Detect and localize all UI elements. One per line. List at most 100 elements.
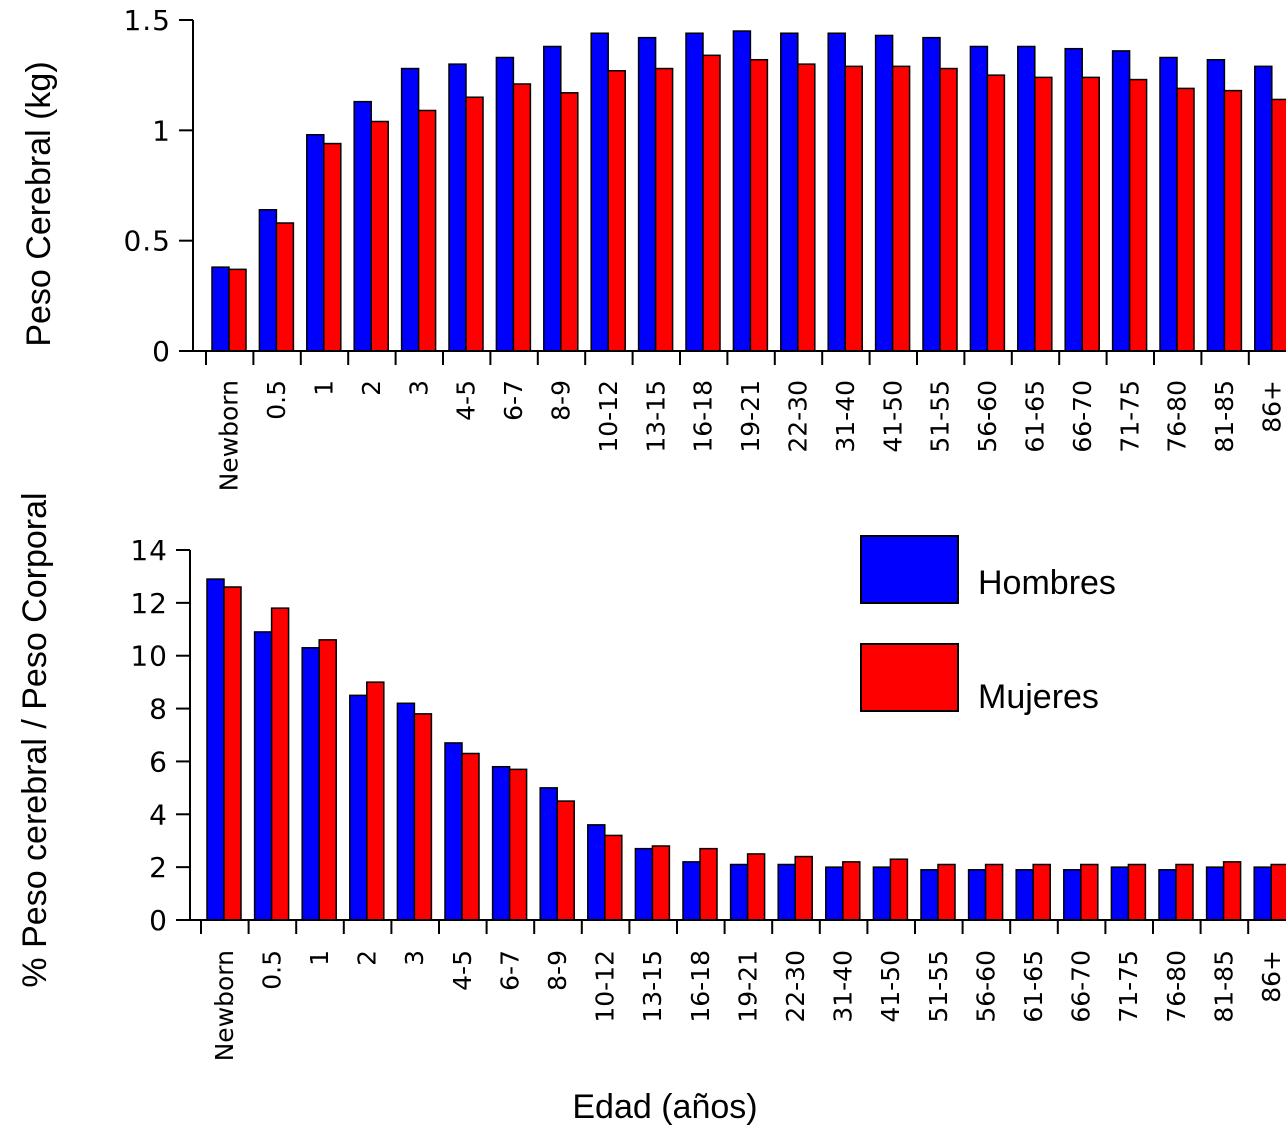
- top-x-tick-label: 86+: [1258, 380, 1286, 433]
- top-bar-mujeres: [1128, 78, 1148, 352]
- top-bar-hombres: [732, 30, 752, 352]
- bottom-bar-hombres: [587, 824, 606, 921]
- top-bar-mujeres: [844, 65, 863, 352]
- top-x-tick-label: 19-21: [736, 380, 765, 453]
- bottom-bar-mujeres: [794, 855, 813, 921]
- bottom-x-tick-label: 86+: [1257, 950, 1286, 1003]
- top-bar-hombres: [969, 45, 989, 352]
- bottom-bar-mujeres: [556, 800, 575, 921]
- bottom-bar-hombres: [825, 866, 844, 921]
- bottom-x-tick-label: 61-65: [1019, 950, 1048, 1023]
- bottom-bar-mujeres: [699, 847, 718, 921]
- top-bar-hombres: [211, 266, 230, 352]
- top-bar-hombres: [353, 100, 372, 352]
- top-y-axis-label: Peso Cerebral (kg): [20, 61, 58, 346]
- top-y-tick-label: 1.5: [123, 4, 171, 37]
- top-bar-hombres: [400, 67, 420, 352]
- bottom-bar-mujeres: [1175, 863, 1194, 921]
- bottom-bar-mujeres: [1222, 861, 1242, 921]
- bottom-bar-mujeres: [604, 834, 623, 921]
- bottom-bar-mujeres: [651, 845, 671, 921]
- top-bar-hombres: [1064, 47, 1083, 352]
- bottom-bar-hombres: [1205, 866, 1225, 921]
- top-bar-mujeres: [607, 70, 626, 352]
- top-x-axis: Newborn 0.5 1 2 3 4-5 6-7 8-9 10-12 13-15 16-18 19-…: [179, 350, 1286, 491]
- top-y-ticks: 0 0.5 1 1.5: [123, 4, 194, 368]
- bottom-y-axis-label: % Peso cerebral / Peso Corporal: [16, 492, 54, 987]
- bottom-bar-mujeres: [889, 858, 909, 921]
- bottom-bar-hombres: [634, 847, 654, 921]
- legend-swatch-hombres: [860, 535, 959, 604]
- bottom-y-tick-label: 10: [130, 640, 168, 673]
- bottom-x-tick-label: 0.5: [257, 950, 286, 990]
- top-bar-hombres: [780, 32, 799, 352]
- bottom-bar-mujeres: [937, 863, 956, 921]
- top-x-tick-label: 3: [404, 380, 433, 396]
- brain-weight-chart: Peso Cerebral (kg) 0 0.5 1 1.5 Newborn 0.5 1 2…: [20, 4, 1286, 491]
- bottom-y-tick-label: 4: [149, 798, 168, 831]
- bottom-bar-mujeres: [508, 768, 528, 921]
- top-bar-mujeres: [891, 65, 911, 352]
- bottom-x-tick-label: 16-18: [686, 950, 715, 1023]
- top-bar-hombres: [827, 32, 846, 352]
- bottom-x-tick-label: 56-60: [971, 950, 1000, 1023]
- bottom-bar-mujeres: [1127, 863, 1147, 921]
- top-x-tick-label: 1: [310, 380, 339, 396]
- bottom-bar-mujeres: [1080, 863, 1099, 921]
- brain-body-ratio-chart: % Peso cerebral / Peso Corporal 0 2 4 6 8 10 1…: [16, 492, 1286, 1126]
- top-y-tick-label: 1: [152, 114, 171, 147]
- top-bar-hombres: [448, 63, 467, 352]
- top-bar-hombres: [1111, 50, 1131, 352]
- top-x-tick-label: Newborn: [215, 380, 244, 491]
- bottom-bar-hombres: [777, 863, 796, 921]
- top-bar-mujeres: [560, 92, 579, 352]
- top-bar-hombres: [590, 32, 609, 352]
- top-bar-hombres: [1017, 45, 1036, 352]
- top-bar-mujeres: [939, 67, 958, 352]
- bottom-y-tick-label: 0: [149, 904, 168, 937]
- bottom-x-tick-label: 3: [400, 950, 429, 966]
- top-x-tick-label: 4-5: [452, 380, 481, 421]
- bottom-bar-hombres: [1110, 866, 1130, 921]
- bottom-x-tick-label: 6-7: [495, 950, 524, 991]
- bottom-y-tick-label: 8: [149, 693, 168, 726]
- top-bar-mujeres: [1081, 76, 1100, 352]
- top-bar-hombres: [258, 209, 278, 352]
- bottom-x-tick-label: 4-5: [448, 950, 477, 991]
- legend: Hombres Mujeres: [860, 535, 1116, 716]
- bottom-bar-mujeres: [1270, 863, 1286, 921]
- bottom-bar-mujeres: [984, 863, 1004, 921]
- bottom-bar-hombres: [682, 861, 701, 921]
- legend-label-mujeres: Mujeres: [978, 678, 1099, 716]
- bottom-bar-hombres: [1158, 869, 1177, 921]
- top-bar-hombres: [1206, 58, 1226, 352]
- bottom-bar-mujeres: [842, 861, 861, 921]
- top-x-tick-label: 41-50: [878, 380, 907, 453]
- top-x-tick-label: 6-7: [499, 380, 528, 421]
- bottom-bar-mujeres: [318, 639, 337, 921]
- top-bar-mujeres: [654, 67, 674, 352]
- bottom-y-tick-label: 14: [130, 534, 168, 567]
- bottom-bar-hombres: [1063, 869, 1082, 921]
- bottom-y-tick-label: 6: [149, 745, 168, 778]
- top-x-tick-label: 71-75: [1115, 380, 1144, 453]
- bottom-y-tick-label: 12: [130, 587, 168, 620]
- bottom-x-tick-label: 13-15: [638, 950, 667, 1023]
- bottom-bar-mujeres: [270, 607, 290, 921]
- top-x-tick-label: 76-80: [1163, 380, 1192, 453]
- top-bar-mujeres: [370, 120, 389, 352]
- top-bar-hombres: [495, 56, 515, 352]
- bottom-bar-mujeres: [746, 853, 766, 921]
- top-x-tick-label: 61-65: [1021, 380, 1050, 453]
- bottom-x-tick-label: 41-50: [876, 950, 905, 1023]
- top-bar-hombres: [685, 32, 704, 352]
- bottom-x-axis-label: Edad (años): [572, 1088, 757, 1126]
- bottom-bar-hombres: [920, 869, 939, 921]
- top-y-tick-label: 0.5: [123, 225, 171, 258]
- bottom-bar-hombres: [444, 742, 463, 921]
- top-bar-hombres: [1254, 65, 1273, 352]
- bottom-y-ticks: 0 2 4 6 8 10 12 14: [130, 534, 191, 937]
- top-bar-mujeres: [1271, 98, 1286, 352]
- bottom-bar-hombres: [1015, 869, 1034, 921]
- top-x-tick-label: 22-30: [784, 380, 813, 453]
